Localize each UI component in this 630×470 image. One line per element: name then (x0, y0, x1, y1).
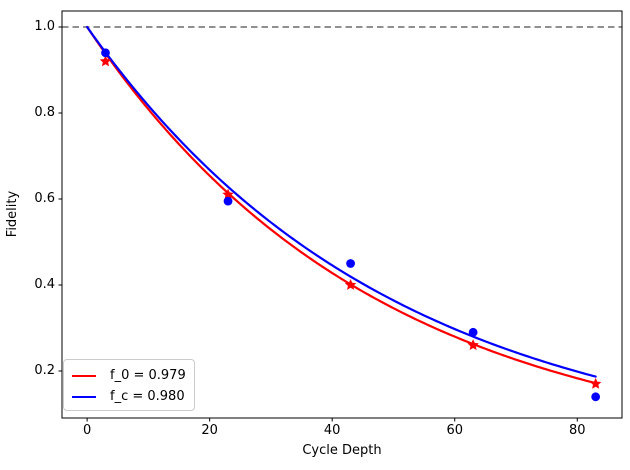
legend-line-sample-fc (72, 395, 96, 398)
fc-fit-curve (86, 25, 597, 378)
y-tick-label: 0.4 (34, 276, 55, 292)
plot-border (61, 10, 623, 419)
x-tick-label: 80 (568, 423, 586, 438)
y-tick-label: 0.6 (34, 190, 55, 206)
fc-data-points-marker (468, 327, 478, 337)
fc-data-points-marker (223, 196, 233, 206)
f0-data-points-marker (222, 188, 234, 200)
y-tick-label: 0.8 (34, 104, 55, 120)
fc-data-points-marker (346, 259, 355, 268)
y-tick-label: 1.0 (34, 18, 55, 34)
x-tick-label: 40 (323, 423, 341, 438)
x-axis-label: Cycle Depth (302, 443, 382, 458)
x-tick-label: 0 (82, 423, 92, 438)
x-tick-label: 60 (446, 423, 463, 438)
legend-label-f0: f_0 = 0.979 (110, 367, 186, 383)
f0-data-points-marker (99, 55, 112, 67)
y-axis-label: Fidelity (5, 190, 20, 238)
f0-data-points-marker (344, 279, 357, 290)
legend-entry-fc: f_c = 0.980 (64, 386, 194, 407)
legend: f_0 = 0.979 f_c = 0.980 (63, 359, 195, 411)
fc-data-points-marker (591, 392, 601, 402)
fc-data-points-marker (101, 48, 110, 58)
legend-entry-f0: f_0 = 0.979 (64, 365, 194, 386)
f0-data-points-marker (467, 339, 479, 351)
x-tick-label: 20 (201, 423, 218, 438)
legend-line-sample-f0 (72, 374, 96, 377)
f0-fit-curve (86, 25, 597, 385)
f0-data-points-marker (589, 377, 602, 389)
legend-label-fc: f_c = 0.980 (110, 388, 185, 404)
y-tick-label: 0.2 (34, 363, 55, 378)
